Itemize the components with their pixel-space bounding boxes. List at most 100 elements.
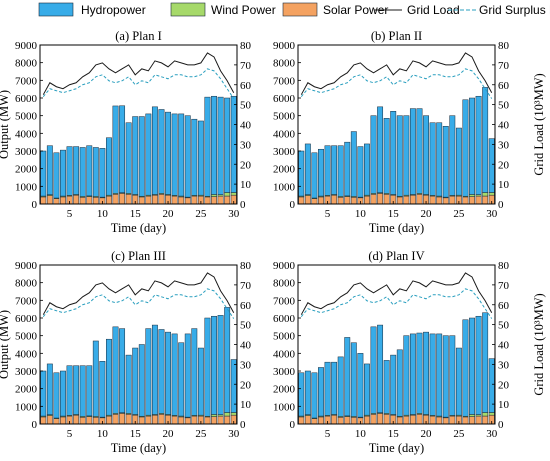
bar-hydro-day-10 xyxy=(357,146,364,198)
bar-wind-day-30 xyxy=(230,192,237,196)
bar-solar-day-27 xyxy=(211,416,217,425)
bar-hydro-day-5 xyxy=(66,365,73,416)
bar-hydro-day-26 xyxy=(462,319,469,417)
bar-hydro-day-28 xyxy=(217,96,224,195)
bar-solar-day-12 xyxy=(370,194,377,205)
bar-hydro-day-6 xyxy=(73,365,80,415)
bar-solar-day-7 xyxy=(337,417,344,425)
bar-solar-day-7 xyxy=(79,417,86,425)
bar-hydro-day-2 xyxy=(46,145,53,195)
y-right-tick-label: 80 xyxy=(240,260,252,272)
y-right-tick-label: 70 xyxy=(498,60,510,72)
bar-hydro-day-23 xyxy=(184,115,191,198)
bar-hydro-day-14 xyxy=(383,118,390,194)
bar-solar-day-4 xyxy=(60,196,66,205)
bar-hydro-day-3 xyxy=(53,372,60,419)
x-axis-label: Time (day) xyxy=(111,441,166,455)
y-right-tick-label: 80 xyxy=(240,40,252,52)
bar-solar-day-14 xyxy=(383,194,390,205)
bar-hydro-day-8 xyxy=(86,365,93,417)
bar-solar-day-27 xyxy=(211,196,217,205)
y-left-tick-label: 1000 xyxy=(15,181,38,193)
x-tick-label: 20 xyxy=(421,208,433,220)
bar-hydro-day-7 xyxy=(79,365,86,417)
bar-hydro-day-16 xyxy=(138,344,145,417)
bar-solar-day-19 xyxy=(158,194,165,205)
bar-hydro-day-17 xyxy=(145,328,152,416)
bar-hydro-day-25 xyxy=(197,347,204,416)
bar-solar-day-1 xyxy=(40,196,47,205)
bar-hydro-day-1 xyxy=(40,150,47,197)
line-grid-surplus-load xyxy=(300,288,493,319)
bar-solar-day-1 xyxy=(298,416,305,425)
y-left-tick-label: 7000 xyxy=(273,295,296,307)
bar-solar-day-29 xyxy=(482,195,489,205)
bar-solar-day-18 xyxy=(151,414,158,425)
chart-panel-2: (b) Plan II 0 1000 2000 3000 4000 5000 6000 7000… xyxy=(273,29,546,235)
bar-solar-day-29 xyxy=(224,195,231,205)
bar-solar-day-7 xyxy=(79,197,86,205)
y-left-tick-label: 8000 xyxy=(273,278,296,290)
chart-panel-4: (d) Plan IV 0 1000 2000 3000 4000 5000 6000 7000… xyxy=(273,249,546,455)
y-left-tick-label: 8000 xyxy=(15,278,38,290)
bar-hydro-day-8 xyxy=(86,145,93,197)
line-grid-surplus-load xyxy=(300,68,493,99)
bar-hydro-day-28 xyxy=(217,315,224,415)
y-right-tick-label: 60 xyxy=(498,300,510,312)
y-left-tick-label: 4000 xyxy=(15,348,38,360)
bar-solar-day-22 xyxy=(178,196,185,205)
bar-wind-day-29 xyxy=(482,412,489,417)
x-tick-label: 5 xyxy=(67,428,73,440)
bar-hydro-day-9 xyxy=(350,342,357,417)
bar-hydro-day-27 xyxy=(211,315,217,415)
bar-hydro-day-11 xyxy=(364,363,370,416)
bar-solar-day-21 xyxy=(429,195,436,205)
bar-hydro-day-21 xyxy=(429,122,436,196)
y-left-tick-label: 0 xyxy=(290,419,296,431)
y-right-tick-label: 50 xyxy=(498,100,510,112)
x-tick-label: 10 xyxy=(355,428,367,440)
y-left-tick-label: 1000 xyxy=(273,401,296,413)
y-left-tick-label: 9000 xyxy=(273,260,296,272)
bar-hydro-day-22 xyxy=(178,113,185,197)
bar-solar-day-28 xyxy=(475,415,482,425)
x-tick-label: 20 xyxy=(163,428,175,440)
bar-hydro-day-18 xyxy=(409,108,416,195)
bar-solar-day-18 xyxy=(409,194,416,205)
panel-title: (d) Plan IV xyxy=(368,249,424,263)
bar-solar-day-8 xyxy=(86,416,93,425)
bar-solar-day-3 xyxy=(53,418,60,425)
y-right-tick-label: 20 xyxy=(498,379,510,391)
bar-wind-day-30 xyxy=(488,192,495,196)
bar-hydro-day-1 xyxy=(298,372,305,417)
y-left-tick-label: 5000 xyxy=(15,331,38,343)
bar-hydro-day-18 xyxy=(151,324,158,415)
y-right-tick-label: 40 xyxy=(240,340,252,352)
bar-solar-day-12 xyxy=(112,194,119,205)
bar-hydro-day-15 xyxy=(132,347,139,415)
bar-solar-day-23 xyxy=(442,197,449,205)
bar-solar-day-22 xyxy=(178,416,185,425)
y-left-tick-label: 1000 xyxy=(15,401,38,413)
bar-solar-day-2 xyxy=(46,415,53,425)
y-left-tick-label: 9000 xyxy=(15,40,38,52)
bar-hydro-day-7 xyxy=(337,356,344,417)
bar-solar-day-28 xyxy=(475,195,482,205)
bar-hydro-day-3 xyxy=(311,152,318,199)
x-tick-label: 15 xyxy=(388,208,400,220)
bar-hydro-day-28 xyxy=(475,95,482,195)
bar-hydro-day-13 xyxy=(119,105,126,193)
bar-hydro-day-18 xyxy=(151,106,158,195)
y-left-tick-label: 4000 xyxy=(273,348,296,360)
bar-solar-day-3 xyxy=(311,198,318,205)
bar-wind-day-29 xyxy=(224,412,231,417)
y-left-tick-label: 3000 xyxy=(15,146,38,158)
bar-solar-day-21 xyxy=(171,415,178,425)
bar-solar-day-8 xyxy=(86,196,93,205)
bar-solar-day-6 xyxy=(73,414,80,425)
bar-solar-day-13 xyxy=(119,193,126,205)
y-right-tick-label: 10 xyxy=(498,399,510,411)
chart-panel-3: (c) Plan III0100020003000400050006000700… xyxy=(0,249,252,455)
x-tick-label: 5 xyxy=(325,208,331,220)
y-right-tick-label: 30 xyxy=(240,359,252,371)
